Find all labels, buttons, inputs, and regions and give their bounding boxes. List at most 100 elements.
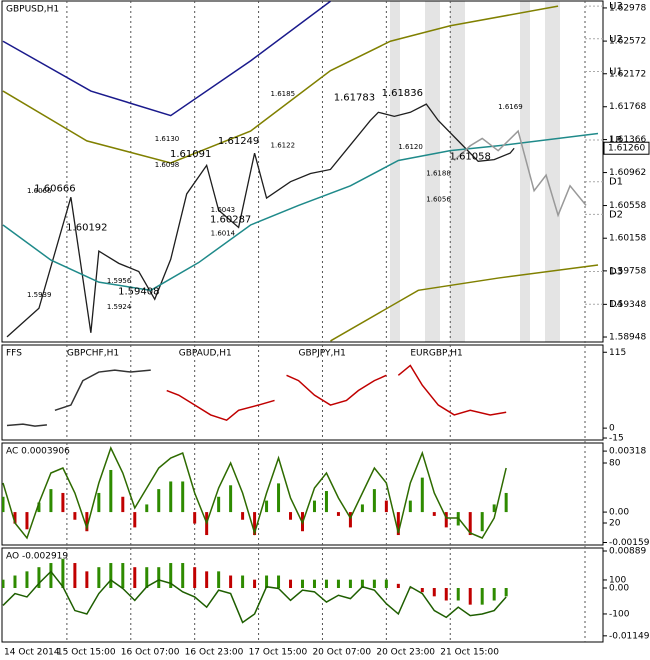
bar: [420, 588, 424, 593]
minor-label: 1.6188: [426, 169, 451, 177]
series-line: [2, 446, 507, 540]
bar: [61, 492, 65, 513]
bar: [73, 512, 77, 520]
series-line: [6, 103, 515, 338]
bar: [408, 500, 412, 513]
y-tick-label: 1.62572: [609, 37, 646, 47]
bar: [193, 567, 197, 589]
bar: [253, 579, 257, 589]
bar: [504, 492, 508, 513]
minor-label: 1.6043: [211, 206, 236, 214]
y-tick-label: 115: [609, 348, 626, 358]
y-tick-label: -100: [609, 609, 630, 619]
bar: [181, 563, 185, 589]
pane-title: FFS: [6, 349, 22, 359]
bar: [504, 588, 508, 597]
bar: [480, 588, 484, 605]
y-tick-label: 1.60962: [609, 168, 646, 178]
minor-label: 1.6169: [498, 103, 523, 111]
bar: [420, 477, 424, 513]
series-line: [2, 132, 599, 292]
bar: [97, 492, 101, 513]
bar: [169, 481, 173, 513]
bar: [253, 512, 257, 536]
bar: [289, 579, 293, 589]
x-tick-label: 15 Oct 15:00: [57, 648, 116, 658]
bar: [468, 512, 472, 536]
bar: [133, 567, 137, 589]
bar: [13, 512, 17, 524]
y-tick-label: 0.00318: [609, 447, 646, 457]
bar: [456, 588, 460, 601]
x-tick-label: 16 Oct 23:00: [185, 648, 244, 658]
bar: [289, 512, 293, 520]
pane-frame: [1, 547, 604, 643]
bar: [109, 469, 113, 513]
pane-title: AC 0.0003906: [6, 447, 70, 457]
y-tick-label: 1.62172: [609, 69, 646, 79]
y-tick-label: 20: [609, 519, 621, 529]
y-tick-label: 0.00: [609, 508, 629, 518]
y-tick-label: 0.00889: [609, 546, 646, 556]
bar: [157, 489, 161, 513]
level-label: D3: [609, 267, 623, 278]
bar: [301, 579, 304, 589]
bar: [348, 579, 352, 589]
pivot-label: 1.61783: [334, 93, 375, 104]
pane-frame: [1, 0, 604, 343]
level-label: U1: [609, 66, 623, 77]
y-tick-label: -15: [609, 434, 624, 444]
pane: [6, 345, 507, 440]
bar: [169, 563, 173, 589]
bar: [348, 512, 352, 528]
pivot-label: 1.61058: [450, 152, 491, 163]
bar: [97, 567, 101, 589]
level-label: D2: [609, 209, 623, 220]
series-line: [2, 570, 507, 624]
bar: [85, 512, 89, 532]
pane: [2, 1, 599, 342]
y-tick-label: 1.60558: [609, 201, 646, 211]
bar: [384, 579, 388, 589]
bar: [432, 588, 436, 597]
bar: [492, 588, 496, 601]
bar: [229, 485, 233, 513]
bar: [324, 491, 328, 513]
bar: [372, 489, 376, 513]
level-label: LB: [610, 135, 623, 146]
minor-label: 1.6098: [155, 161, 180, 169]
bar: [312, 579, 316, 589]
bar: [145, 504, 149, 513]
bar: [121, 563, 125, 589]
bar: [336, 579, 340, 589]
x-tick-label: 17 Oct 15:00: [249, 648, 308, 658]
bar: [241, 512, 245, 520]
y-tick-label: 1.61366: [609, 135, 646, 145]
minor-label: 1.6014: [211, 230, 236, 238]
bar: [217, 571, 221, 589]
bar: [444, 588, 448, 601]
bar: [73, 563, 77, 589]
y-tick-label: 1.60158: [609, 234, 646, 244]
series-line: [330, 264, 599, 342]
minor-label: 1.6066: [27, 187, 52, 195]
bar: [396, 583, 400, 589]
bar: [37, 502, 41, 513]
bar: [277, 483, 281, 513]
current-price-box: [603, 141, 650, 155]
bar: [277, 575, 281, 589]
forecast-zones: [390, 1, 560, 342]
bar: [396, 512, 400, 536]
y-tick-label: 1.59348: [609, 300, 646, 310]
pivot-label: 1.61091: [170, 149, 211, 160]
level-label: U2: [609, 34, 623, 45]
pane: [2, 548, 508, 642]
bar: [312, 500, 316, 513]
minor-label: 1.6120: [398, 143, 423, 151]
y-tick-label: -0.00159: [609, 538, 650, 548]
bar: [2, 579, 5, 589]
bar: [360, 579, 364, 589]
bar: [480, 512, 484, 532]
y-tick-label: 1.61768: [609, 102, 646, 112]
